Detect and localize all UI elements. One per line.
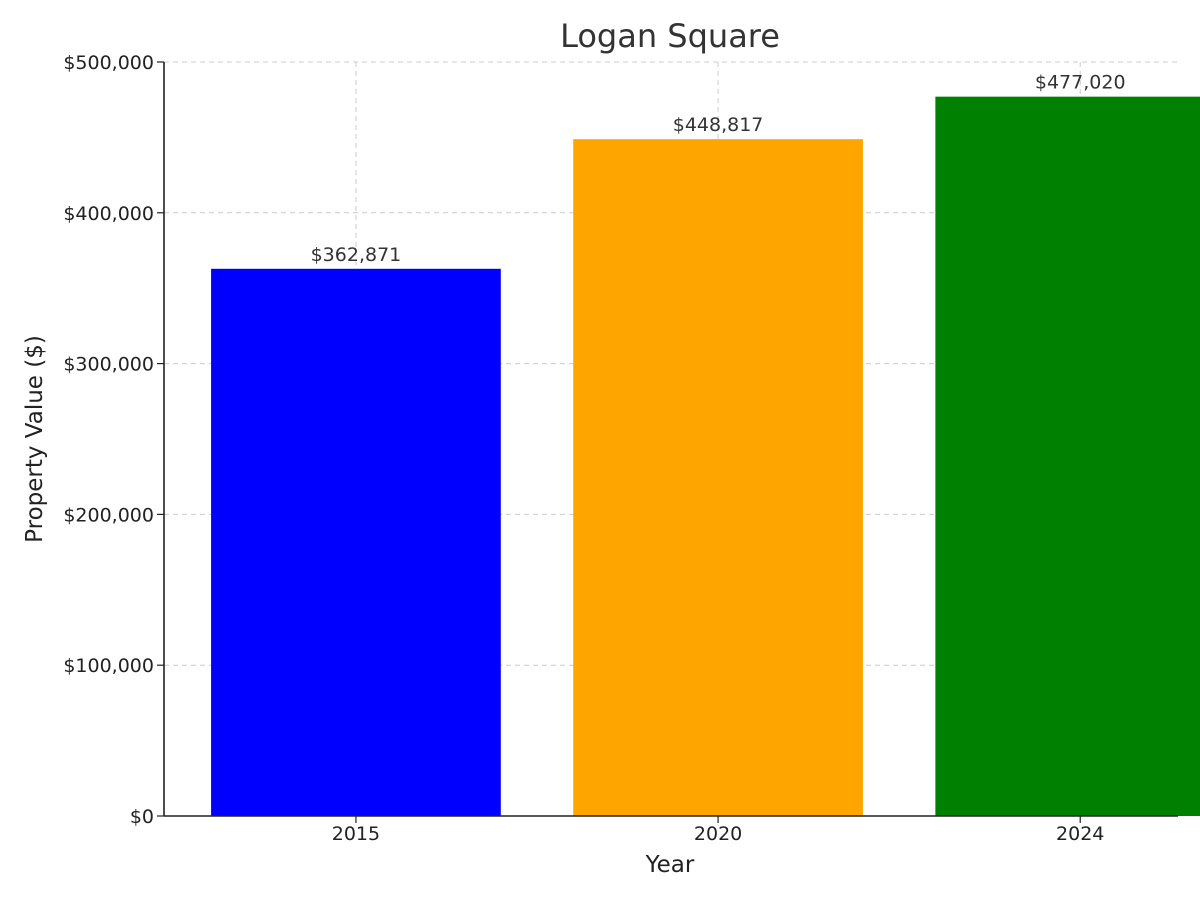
y-tick-label: $200,000 bbox=[63, 504, 154, 526]
y-tick-label: $400,000 bbox=[63, 203, 154, 225]
bar-2024 bbox=[935, 96, 1200, 817]
bar-2015 bbox=[211, 268, 501, 816]
data-label-2024: $477,020 bbox=[1035, 72, 1126, 94]
chart-title: Logan Square bbox=[560, 17, 780, 55]
axes bbox=[157, 61, 1178, 823]
y-tick-label: $100,000 bbox=[63, 655, 154, 677]
data-label-2020: $448,817 bbox=[673, 114, 764, 136]
labels: $0 $100,000 $200,000 $300,000 $400,000 $500,0… bbox=[63, 52, 1125, 845]
bars bbox=[211, 96, 1200, 817]
x-tick-label: 2020 bbox=[694, 823, 742, 845]
y-tick-label: $500,000 bbox=[63, 52, 154, 74]
x-tick-label: 2015 bbox=[332, 823, 380, 845]
y-tick-label: $300,000 bbox=[63, 354, 154, 376]
y-tick-label: $0 bbox=[130, 806, 154, 828]
bar-2020 bbox=[573, 139, 863, 816]
data-label-2015: $362,871 bbox=[311, 244, 402, 266]
x-axis-label: Year bbox=[645, 852, 695, 878]
y-axis-label: Property Value ($) bbox=[22, 335, 48, 543]
x-tick-label: 2024 bbox=[1056, 823, 1104, 845]
